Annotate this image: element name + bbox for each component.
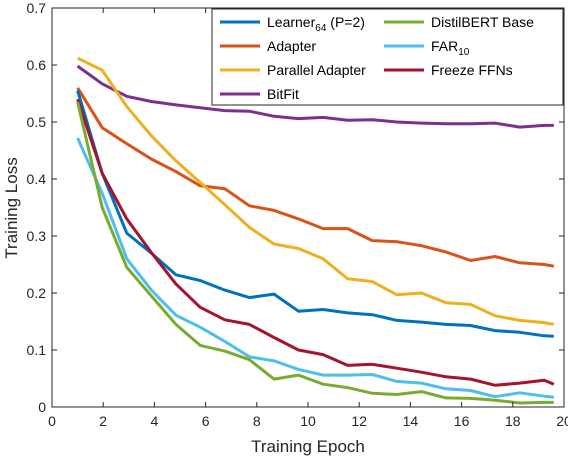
x-tick-label: 4 [151, 413, 159, 429]
legend-label: DistilBERT Base [431, 14, 534, 30]
x-tick-label: 8 [253, 413, 261, 429]
x-tick-label: 16 [454, 413, 470, 429]
y-tick-label: 0.1 [27, 342, 47, 358]
x-tick-label: 14 [403, 413, 419, 429]
x-tick-label: 18 [505, 413, 521, 429]
x-tick-label: 10 [300, 413, 316, 429]
legend-label: Adapter [267, 38, 316, 54]
legend-label: Learner64 (P=2) [267, 14, 365, 34]
legend-label: Parallel Adapter [267, 62, 366, 78]
tick-layer: 0 2 4 6 8 10 12 14 16 18 20 0 0.1 0.2 0.3 0.4 0.5 0.6 0.7 [27, 0, 568, 429]
legend: Learner64 (P=2) DistilBERT Base Adapter FAR… [211, 8, 564, 106]
x-tick-label: 0 [48, 413, 56, 429]
x-tick-label: 6 [202, 413, 210, 429]
series-line-far [76, 137, 554, 399]
legend-box [211, 8, 564, 106]
x-tick-label: 2 [99, 413, 107, 429]
series-line-distilbert-base [76, 101, 554, 405]
y-tick-label: 0.2 [27, 285, 47, 301]
series-line-parallel-adapter [76, 56, 555, 326]
y-tick-label: 0.5 [27, 114, 47, 130]
legend-label: BitFit [267, 86, 299, 102]
y-tick-label: 0.4 [27, 171, 47, 187]
series-layer [76, 56, 555, 405]
series-line-adapter [76, 87, 555, 268]
legend-label: Freeze FFNs [431, 62, 513, 78]
series-line-freeze-ffns [76, 98, 555, 387]
series-line-learner [76, 90, 554, 338]
y-axis-label: Training Loss [2, 157, 21, 258]
legend-label: FAR10 [431, 38, 470, 58]
x-tick-label: 12 [351, 413, 367, 429]
x-axis-label: Training Epoch [251, 437, 365, 456]
y-tick-label: 0.3 [27, 228, 47, 244]
y-tick-label: 0.7 [27, 0, 47, 16]
x-tick-label: 20 [556, 413, 568, 429]
y-tick-label: 0 [38, 399, 46, 415]
series-line-bitfit [76, 64, 554, 129]
y-tick-label: 0.6 [27, 57, 47, 73]
